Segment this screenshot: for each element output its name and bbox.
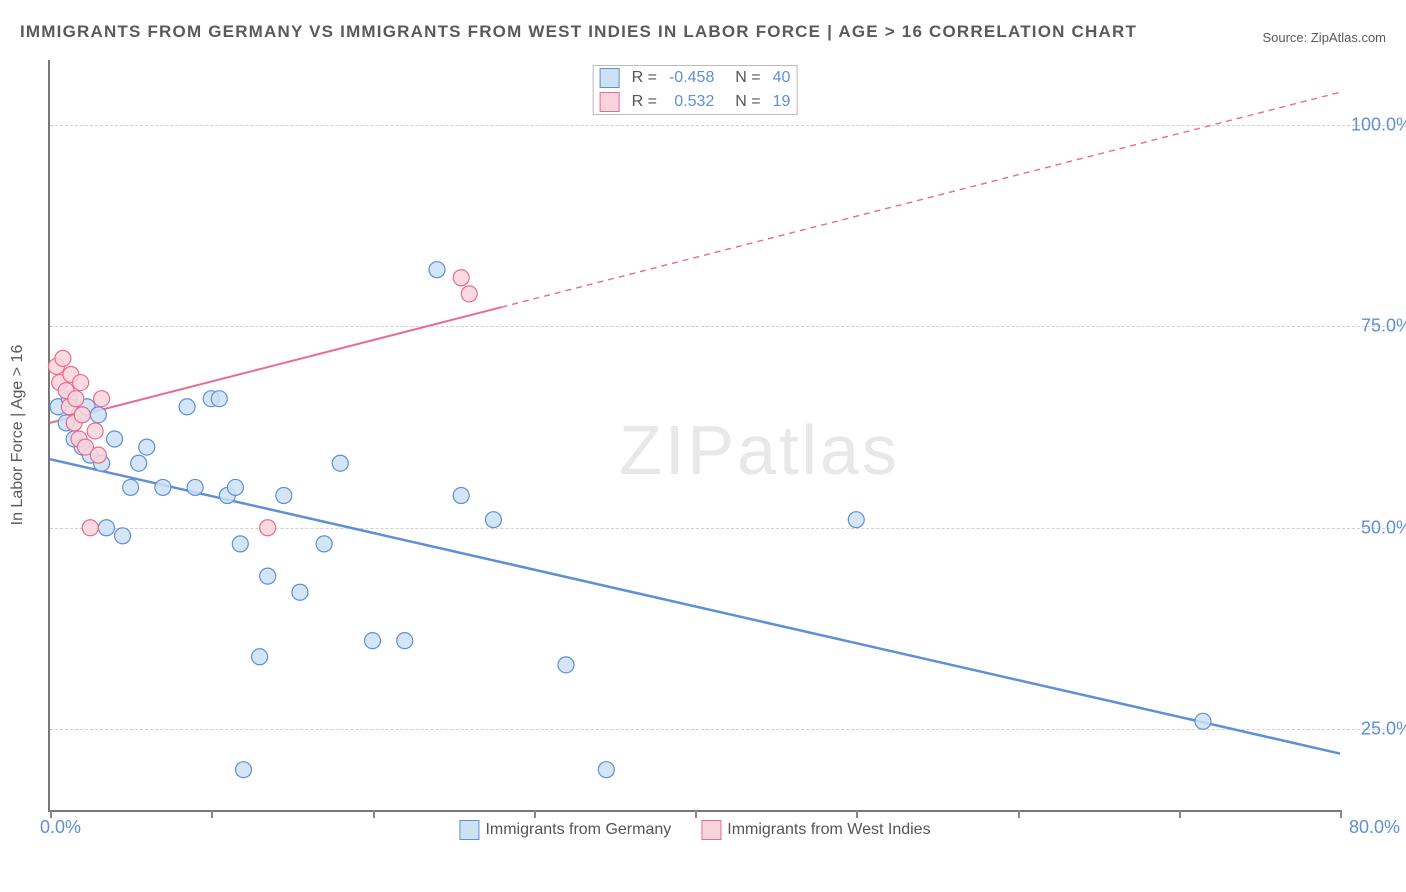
point-germany: [211, 391, 227, 407]
point-west_indies: [453, 270, 469, 286]
point-germany: [429, 262, 445, 278]
y-tick-label: 75.0%: [1361, 316, 1406, 337]
point-germany: [365, 633, 381, 649]
legend-swatch-west_indies: [600, 92, 620, 112]
point-germany: [98, 520, 114, 536]
x-tick: [534, 810, 536, 818]
legend-swatch-germany: [600, 68, 620, 88]
legend-row-west_indies: R =0.532 N =19: [594, 90, 797, 114]
point-germany: [316, 536, 332, 552]
x-axis-max-label: 80.0%: [1349, 817, 1400, 838]
point-germany: [397, 633, 413, 649]
chart-svg: [50, 60, 1340, 810]
y-tick-label: 25.0%: [1361, 719, 1406, 740]
point-germany: [453, 487, 469, 503]
point-west_indies: [461, 286, 477, 302]
legend-r-west_indies: 0.532: [663, 90, 720, 114]
point-germany: [1195, 713, 1211, 729]
trend-line-west_indies: [50, 307, 502, 423]
point-germany: [179, 399, 195, 415]
legend-r-germany: -0.458: [663, 66, 720, 90]
legend-row-germany: R =-0.458 N =40: [594, 66, 797, 90]
point-west_indies: [68, 391, 84, 407]
x-tick: [856, 810, 858, 818]
x-tick: [695, 810, 697, 818]
point-west_indies: [90, 447, 106, 463]
point-west_indies: [87, 423, 103, 439]
point-germany: [123, 479, 139, 495]
point-germany: [187, 479, 203, 495]
point-germany: [598, 762, 614, 778]
plot-area: In Labor Force | Age > 16 ZIPatlas 25.0%…: [48, 60, 1340, 812]
point-germany: [107, 431, 123, 447]
point-germany: [115, 528, 131, 544]
point-west_indies: [73, 375, 89, 391]
point-germany: [848, 512, 864, 528]
point-germany: [227, 479, 243, 495]
x-tick: [373, 810, 375, 818]
point-germany: [252, 649, 268, 665]
series-legend-item-germany: Immigrants from Germany: [459, 820, 671, 840]
point-west_indies: [74, 407, 90, 423]
trend-line-germany: [50, 459, 1340, 753]
point-germany: [485, 512, 501, 528]
chart-title: IMMIGRANTS FROM GERMANY VS IMMIGRANTS FR…: [20, 22, 1137, 42]
y-tick-label: 50.0%: [1361, 517, 1406, 538]
y-tick-label: 100.0%: [1351, 114, 1406, 135]
point-germany: [139, 439, 155, 455]
correlation-legend: R =-0.458 N =40R =0.532 N =19: [593, 65, 798, 115]
point-germany: [558, 657, 574, 673]
series-legend-item-west_indies: Immigrants from West Indies: [701, 820, 930, 840]
point-germany: [131, 455, 147, 471]
point-germany: [276, 487, 292, 503]
point-germany: [90, 407, 106, 423]
x-tick: [1179, 810, 1181, 818]
y-axis-label: In Labor Force | Age > 16: [9, 345, 27, 526]
series-swatch-germany: [459, 820, 479, 840]
trend-line-dashed-west_indies: [502, 92, 1341, 307]
point-germany: [332, 455, 348, 471]
point-germany: [232, 536, 248, 552]
series-legend: Immigrants from Germany Immigrants from W…: [459, 820, 930, 840]
x-tick: [211, 810, 213, 818]
point-germany: [236, 762, 252, 778]
legend-n-germany: 40: [767, 66, 797, 90]
source-label: Source: ZipAtlas.com: [1262, 30, 1386, 45]
x-axis-min-label: 0.0%: [40, 817, 81, 838]
point-germany: [292, 584, 308, 600]
point-west_indies: [260, 520, 276, 536]
legend-n-west_indies: 19: [767, 90, 797, 114]
point-west_indies: [94, 391, 110, 407]
point-west_indies: [82, 520, 98, 536]
point-west_indies: [55, 350, 71, 366]
point-germany: [260, 568, 276, 584]
point-germany: [155, 479, 171, 495]
x-tick: [1018, 810, 1020, 818]
x-tick: [1340, 810, 1342, 818]
series-swatch-west_indies: [701, 820, 721, 840]
